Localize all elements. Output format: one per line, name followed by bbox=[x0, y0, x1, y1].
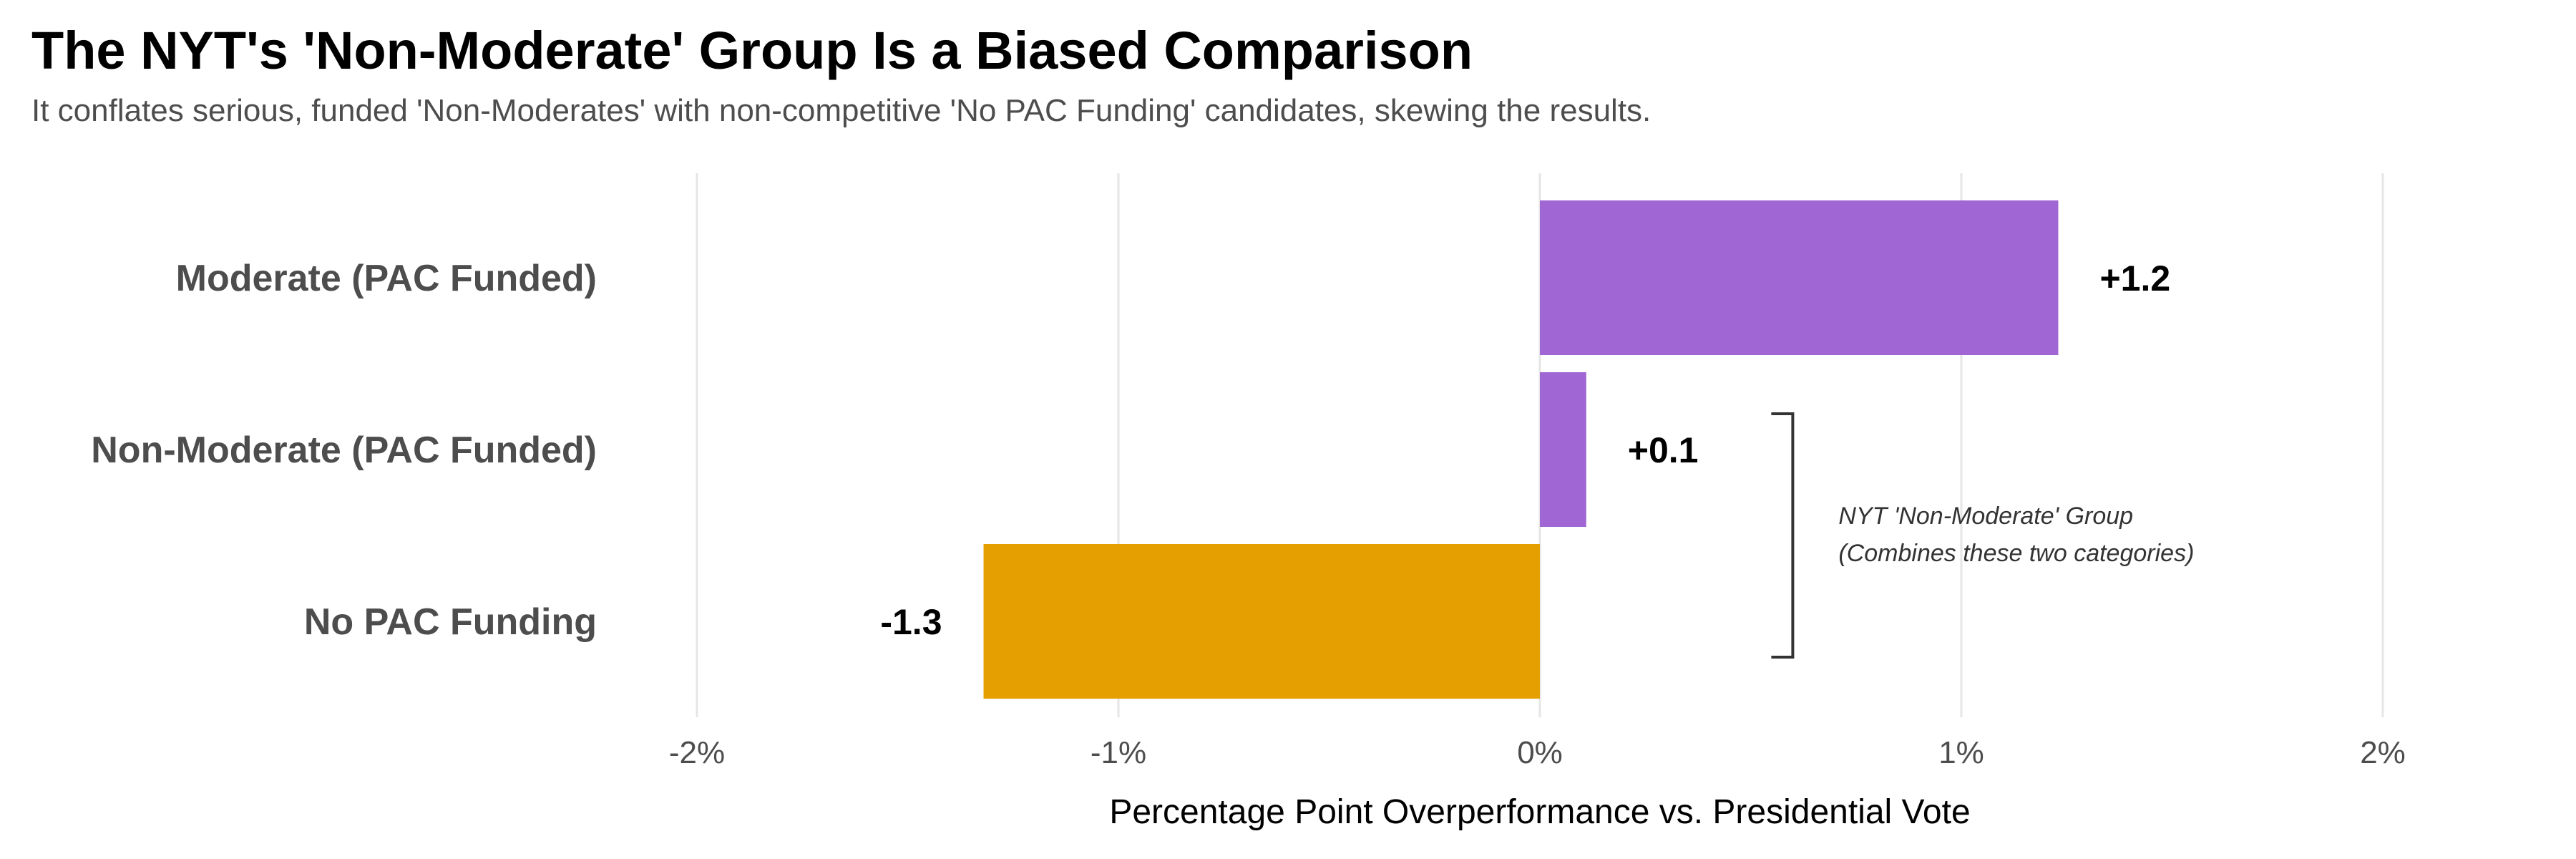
chart-subtitle: It conflates serious, funded 'Non-Modera… bbox=[31, 93, 1652, 128]
value-label: -1.3 bbox=[880, 602, 942, 642]
bar bbox=[983, 544, 1540, 699]
annotation-note: (Combines these two categories) bbox=[1838, 540, 2194, 567]
bar bbox=[1540, 372, 1586, 527]
x-axis-title: Percentage Point Overperformance vs. Pre… bbox=[1109, 793, 1970, 831]
x-tick-label: -1% bbox=[1091, 735, 1146, 770]
chart-title: The NYT's 'Non-Moderate' Group Is a Bias… bbox=[31, 21, 1473, 80]
annotation-note: NYT 'Non-Moderate' Group bbox=[1838, 503, 2133, 530]
x-tick-label: 2% bbox=[2360, 735, 2406, 770]
annotation-layer: NYT 'Non-Moderate' Group (Combines these … bbox=[1771, 412, 2194, 659]
bar bbox=[1540, 200, 2059, 355]
category-label: No PAC Funding bbox=[304, 601, 597, 643]
bar-layer bbox=[983, 200, 2059, 699]
x-tick-label: 0% bbox=[1517, 735, 1563, 770]
annotation-bracket bbox=[1771, 412, 1795, 659]
value-label: +1.2 bbox=[2099, 258, 2170, 299]
x-tick-label: 1% bbox=[1938, 735, 1984, 770]
value-label: +0.1 bbox=[1628, 430, 1699, 470]
category-label: Non-Moderate (PAC Funded) bbox=[91, 430, 597, 471]
x-tick-label: -2% bbox=[669, 735, 725, 770]
category-label: Moderate (PAC Funded) bbox=[176, 258, 597, 299]
label-layer: -2% -1% 0% 1% 2% Moderate (PAC Funded) +1.2 Non… bbox=[91, 258, 2406, 770]
